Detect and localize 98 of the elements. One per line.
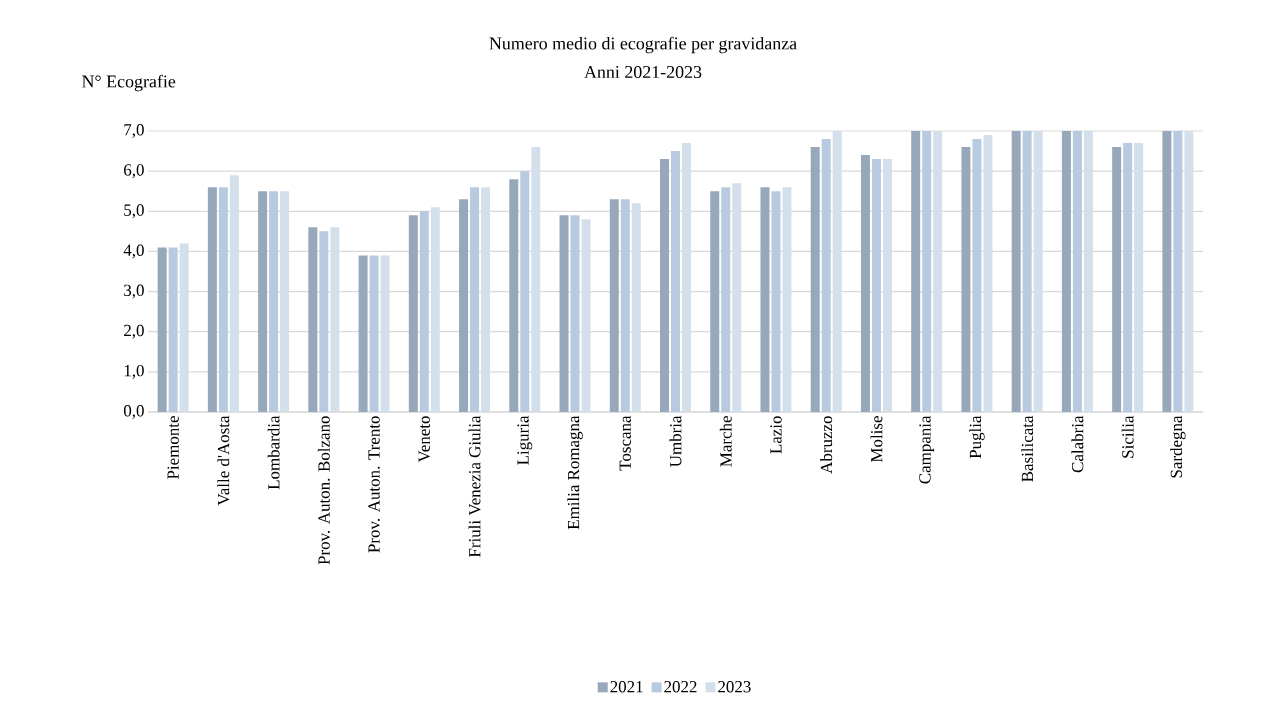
x-tick-label: Puglia bbox=[969, 415, 985, 459]
bar bbox=[933, 130, 943, 412]
x-tick-label: Basilicata bbox=[1021, 415, 1034, 482]
x-tick-label: Abruzzo bbox=[820, 416, 833, 474]
bar bbox=[419, 211, 429, 412]
x-tick-label: Toscana bbox=[619, 415, 631, 471]
bar bbox=[481, 187, 491, 412]
bar bbox=[620, 199, 630, 412]
bar bbox=[1033, 130, 1043, 412]
bar bbox=[258, 191, 268, 412]
x-tick-label: Lazio bbox=[770, 416, 782, 454]
bar bbox=[1162, 130, 1172, 412]
bar bbox=[1011, 130, 1021, 412]
bar bbox=[660, 159, 669, 412]
y-tick-label: 0,0 bbox=[123, 405, 144, 419]
bar bbox=[280, 191, 290, 412]
bar bbox=[168, 247, 178, 412]
legend-label: 2021 bbox=[610, 680, 643, 693]
bar bbox=[721, 187, 731, 412]
bar bbox=[1083, 130, 1093, 412]
bar bbox=[570, 215, 580, 412]
legend-label: 2022 bbox=[664, 680, 697, 693]
x-tick-label: Valle d'Aosta bbox=[217, 415, 230, 506]
bar bbox=[760, 187, 770, 412]
y-tick-label: 1,0 bbox=[124, 364, 144, 379]
bar bbox=[218, 187, 228, 412]
x-tick-label: Lombardia bbox=[267, 415, 280, 490]
bar bbox=[1134, 143, 1144, 412]
x-tick-label: Piemonte bbox=[167, 416, 179, 479]
bar bbox=[459, 199, 469, 412]
bar bbox=[671, 151, 680, 412]
bar bbox=[157, 247, 167, 412]
bar bbox=[1112, 147, 1122, 412]
chart-subtitle: Anni 2021-2023 bbox=[584, 65, 702, 79]
x-tick-label: Sardegna bbox=[1170, 415, 1186, 478]
y-axis-title: N° Ecografie bbox=[82, 74, 176, 92]
x-tick-label: Prov. Auton. Trento bbox=[368, 416, 380, 553]
x-tick-label: Prov. Auton. Bolzano bbox=[317, 416, 330, 565]
bar bbox=[871, 159, 881, 412]
bar bbox=[609, 199, 619, 412]
bar bbox=[269, 191, 279, 412]
bar bbox=[380, 255, 390, 412]
bar bbox=[1123, 143, 1133, 412]
y-tick-label: 5,0 bbox=[124, 204, 144, 219]
y-tick-label: 7,0 bbox=[124, 124, 144, 138]
bar bbox=[319, 231, 329, 412]
bar bbox=[710, 191, 720, 412]
legend-label: 2023 bbox=[718, 680, 751, 693]
bar bbox=[631, 203, 641, 412]
bar bbox=[179, 243, 189, 412]
bar bbox=[821, 139, 831, 412]
bar bbox=[922, 130, 932, 412]
x-tick-label: Emilia Romagna bbox=[567, 415, 583, 530]
bar bbox=[882, 159, 892, 412]
bar bbox=[470, 187, 480, 412]
y-tick-label: 3,0 bbox=[124, 284, 144, 299]
bar bbox=[229, 175, 239, 412]
bar bbox=[832, 130, 842, 412]
bar bbox=[308, 227, 318, 412]
bar bbox=[1173, 130, 1183, 412]
bar bbox=[369, 255, 379, 412]
x-tick-label: Sicilia bbox=[1121, 415, 1134, 458]
bar bbox=[771, 191, 781, 412]
y-tick-label: 4,0 bbox=[123, 244, 144, 259]
bar bbox=[559, 215, 569, 412]
bar bbox=[682, 143, 691, 412]
x-tick-label: Liguria bbox=[517, 415, 533, 465]
bar bbox=[983, 135, 993, 412]
x-tick-label: Campania bbox=[919, 415, 935, 484]
bar bbox=[1022, 130, 1032, 412]
x-tick-label: Marche bbox=[719, 416, 732, 467]
bar bbox=[531, 147, 541, 412]
bar bbox=[207, 187, 217, 412]
x-tick-label: Molise bbox=[870, 416, 883, 463]
bar bbox=[782, 187, 792, 412]
x-tick-label: Friuli Venezia Giulia bbox=[468, 415, 481, 558]
bar bbox=[1072, 130, 1082, 412]
bar bbox=[732, 183, 742, 412]
bar bbox=[330, 227, 340, 412]
y-tick-label: 2,0 bbox=[124, 324, 144, 339]
x-tick-label: Veneto bbox=[418, 416, 430, 463]
x-tick-label: Umbria bbox=[669, 415, 682, 467]
bar bbox=[520, 171, 530, 412]
bar bbox=[581, 219, 591, 412]
x-tick-label: Calabria bbox=[1071, 415, 1084, 473]
bar bbox=[1184, 130, 1194, 412]
chart-title: Numero medio di ecografie per gravidanza bbox=[489, 36, 797, 54]
bar bbox=[430, 207, 440, 412]
bar bbox=[961, 147, 971, 412]
bar bbox=[911, 130, 921, 412]
bar bbox=[860, 155, 870, 412]
bar bbox=[509, 179, 519, 412]
bar bbox=[972, 139, 982, 412]
bar bbox=[358, 255, 368, 412]
bar bbox=[810, 147, 820, 412]
y-tick-label: 6,0 bbox=[124, 164, 144, 179]
bar bbox=[408, 215, 418, 412]
bar bbox=[1061, 130, 1071, 412]
